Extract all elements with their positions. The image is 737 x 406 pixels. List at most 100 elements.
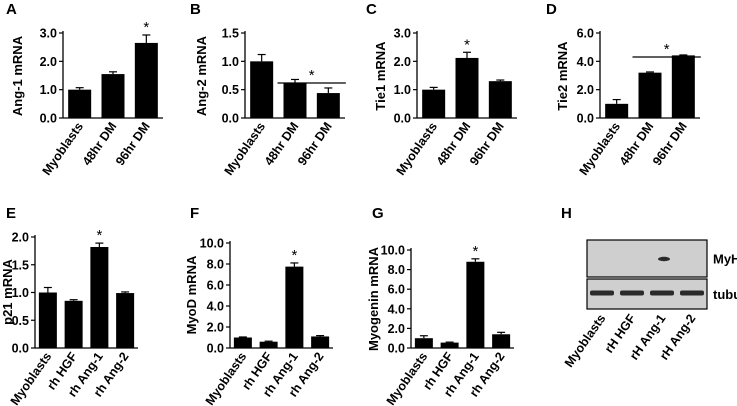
panel-g: G Myogenin mRNA 0.0 2.0 4.0 6.0 8.0 10.0 Myoblas… — [366, 205, 514, 406]
bar — [488, 81, 512, 118]
panel-letter: G — [372, 205, 384, 222]
bar — [492, 334, 511, 348]
y-tick-label: 2.0 — [12, 231, 29, 245]
y-tick-label: 1.5 — [12, 258, 29, 272]
blot-band — [658, 256, 670, 262]
y-tick-label: 0.0 — [40, 112, 57, 126]
blot-strip — [586, 239, 708, 278]
significance-star: * — [96, 227, 102, 244]
blot-label: tubulin — [713, 287, 737, 302]
bar — [101, 74, 125, 118]
bar — [250, 61, 274, 118]
y-tick-label: 0.0 — [388, 342, 405, 356]
y-tick-label: 0.0 — [207, 342, 224, 356]
bar — [316, 93, 340, 118]
y-tick-label: 2.0 — [388, 322, 405, 336]
panel-letter: A — [6, 1, 17, 18]
bar — [64, 300, 83, 348]
bar — [38, 292, 57, 348]
x-tick-label: Myoblasts — [394, 120, 441, 178]
x-tick-label: Myoblasts — [203, 350, 250, 406]
panel-letter: D — [546, 1, 557, 18]
blot-band — [620, 290, 644, 296]
bar — [605, 103, 629, 118]
y-tick-label: 2.0 — [207, 321, 224, 335]
y-tick-label: 1.0 — [222, 55, 239, 69]
significance-star: * — [291, 247, 297, 264]
y-tick-label: 10.0 — [381, 244, 405, 258]
y-tick-label: 4.0 — [577, 55, 594, 69]
y-tick-label: 8.0 — [388, 263, 405, 277]
significance-star: * — [472, 243, 478, 260]
bar — [311, 336, 330, 348]
y-axis-label: p21 mRNA — [0, 259, 15, 325]
bar — [455, 57, 479, 118]
x-tick-label: Myoblasts — [8, 350, 55, 406]
bar — [134, 42, 158, 118]
y-axis-label: MyoD mRNA — [184, 255, 199, 334]
y-tick-label: 0.5 — [12, 314, 29, 328]
bar — [116, 293, 135, 348]
blot-band — [590, 290, 614, 296]
y-axis-label: Myogenin mRNA — [366, 246, 381, 351]
significance-star: * — [664, 41, 670, 58]
panel-letter: F — [190, 205, 199, 222]
bar — [285, 266, 304, 348]
x-tick-label: 96hr DM — [113, 120, 153, 168]
blot-band — [680, 290, 704, 296]
y-tick-label: 8.0 — [207, 258, 224, 272]
y-tick-label: 6.0 — [577, 27, 594, 41]
y-tick-label: 6.0 — [388, 283, 405, 297]
y-tick-label: 2.0 — [577, 83, 594, 97]
panel-letter: B — [190, 1, 201, 18]
significance-star: * — [464, 36, 470, 53]
bar — [90, 246, 109, 348]
y-tick-label: 6.0 — [207, 279, 224, 293]
y-tick-label: 10.0 — [200, 237, 224, 251]
x-tick-label: Myoblasts — [40, 120, 87, 178]
lane-label: Myoblasts — [562, 312, 609, 370]
x-tick-label: 96hr DM — [295, 120, 335, 168]
x-tick-label: 96hr DM — [650, 120, 690, 168]
x-tick-label: Myoblasts — [222, 120, 269, 178]
y-tick-label: 1.0 — [40, 83, 57, 97]
y-tick-label: 4.0 — [388, 302, 405, 316]
y-tick-label: 0.0 — [577, 112, 594, 126]
y-tick-label: 2.0 — [40, 55, 57, 69]
y-tick-label: 3.0 — [394, 27, 411, 41]
significance-star: * — [143, 19, 149, 36]
panel-letter: H — [561, 205, 572, 222]
blot-band — [650, 290, 674, 296]
bar — [638, 72, 662, 118]
y-tick-label: 0.0 — [394, 112, 411, 126]
bar — [68, 89, 92, 118]
y-axis-label: Ang-2 mRNA — [194, 35, 209, 116]
y-tick-label: 1.0 — [12, 286, 29, 300]
bar — [414, 338, 433, 348]
x-tick-label: Myoblasts — [577, 120, 624, 178]
y-axis-label: Tie1 mRNA — [373, 41, 388, 111]
y-tick-label: 4.0 — [207, 300, 224, 314]
x-tick-label: Myoblasts — [384, 350, 431, 406]
y-tick-label: 0.0 — [222, 112, 239, 126]
panel-letter: C — [366, 1, 377, 18]
bar — [259, 341, 278, 348]
y-tick-label: 1.5 — [222, 27, 239, 41]
bar — [671, 55, 695, 118]
bar — [283, 82, 307, 118]
panel-letter: E — [6, 205, 16, 222]
x-tick-label: 96hr DM — [467, 120, 507, 168]
y-tick-label: 3.0 — [40, 27, 57, 41]
y-axis-label: Tie2 mRNA — [555, 41, 570, 111]
bar — [466, 261, 485, 348]
y-tick-label: 1.0 — [394, 83, 411, 97]
y-tick-label: 0.5 — [222, 83, 239, 97]
y-tick-label: 2.0 — [394, 55, 411, 69]
